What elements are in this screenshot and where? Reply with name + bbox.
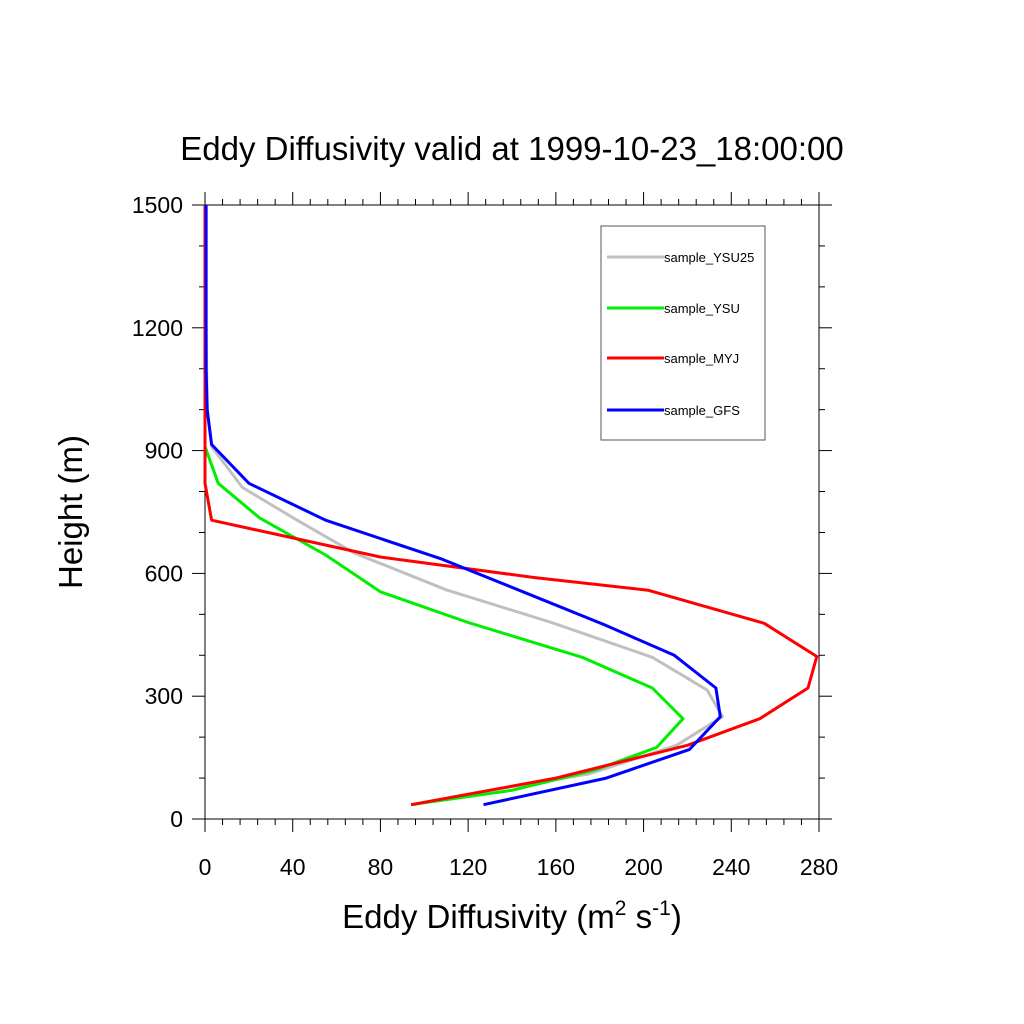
chart-title: Eddy Diffusivity valid at 1999-10-23_18:… bbox=[180, 130, 843, 167]
x-tick-label: 200 bbox=[624, 854, 662, 880]
legend-label: sample_YSU bbox=[664, 301, 740, 316]
x-tick-label: 0 bbox=[199, 854, 212, 880]
y-tick-label: 900 bbox=[145, 438, 183, 464]
x-tick-label: 160 bbox=[537, 854, 575, 880]
plot-border bbox=[204, 204, 820, 820]
x-tick-label: 80 bbox=[368, 854, 394, 880]
y-tick-label: 600 bbox=[145, 560, 183, 586]
legend-label: sample_GFS bbox=[664, 403, 740, 418]
series-line-sample_MYJ bbox=[203, 205, 819, 807]
legend-label: sample_MYJ bbox=[664, 351, 739, 366]
x-tick-label: 240 bbox=[712, 854, 750, 880]
series-layer bbox=[203, 205, 819, 807]
y-tick-label: 0 bbox=[170, 806, 183, 832]
x-axis-label: Eddy Diffusivity (m2 s-1) bbox=[342, 897, 682, 935]
plot-frame bbox=[204, 204, 820, 820]
legend-box bbox=[600, 225, 766, 441]
y-axis-label: Height (m) bbox=[52, 435, 89, 589]
y-tick-label: 1500 bbox=[132, 192, 183, 218]
x-tick-label: 120 bbox=[449, 854, 487, 880]
y-tick-label: 300 bbox=[145, 683, 183, 709]
series-line-sample_GFS bbox=[204, 205, 722, 807]
legend: sample_YSU25 sample_YSU sample_MYJ sample_G… bbox=[600, 225, 766, 441]
legend-label: sample_YSU25 bbox=[664, 250, 754, 265]
axis-ticks bbox=[192, 192, 832, 832]
y-tick-label: 1200 bbox=[132, 315, 183, 341]
tick-labels: 0 40 80 120 160 200 240 280 0 300 600 900 1200 1500 bbox=[132, 192, 838, 880]
x-tick-label: 280 bbox=[800, 854, 838, 880]
x-tick-label: 40 bbox=[280, 854, 306, 880]
